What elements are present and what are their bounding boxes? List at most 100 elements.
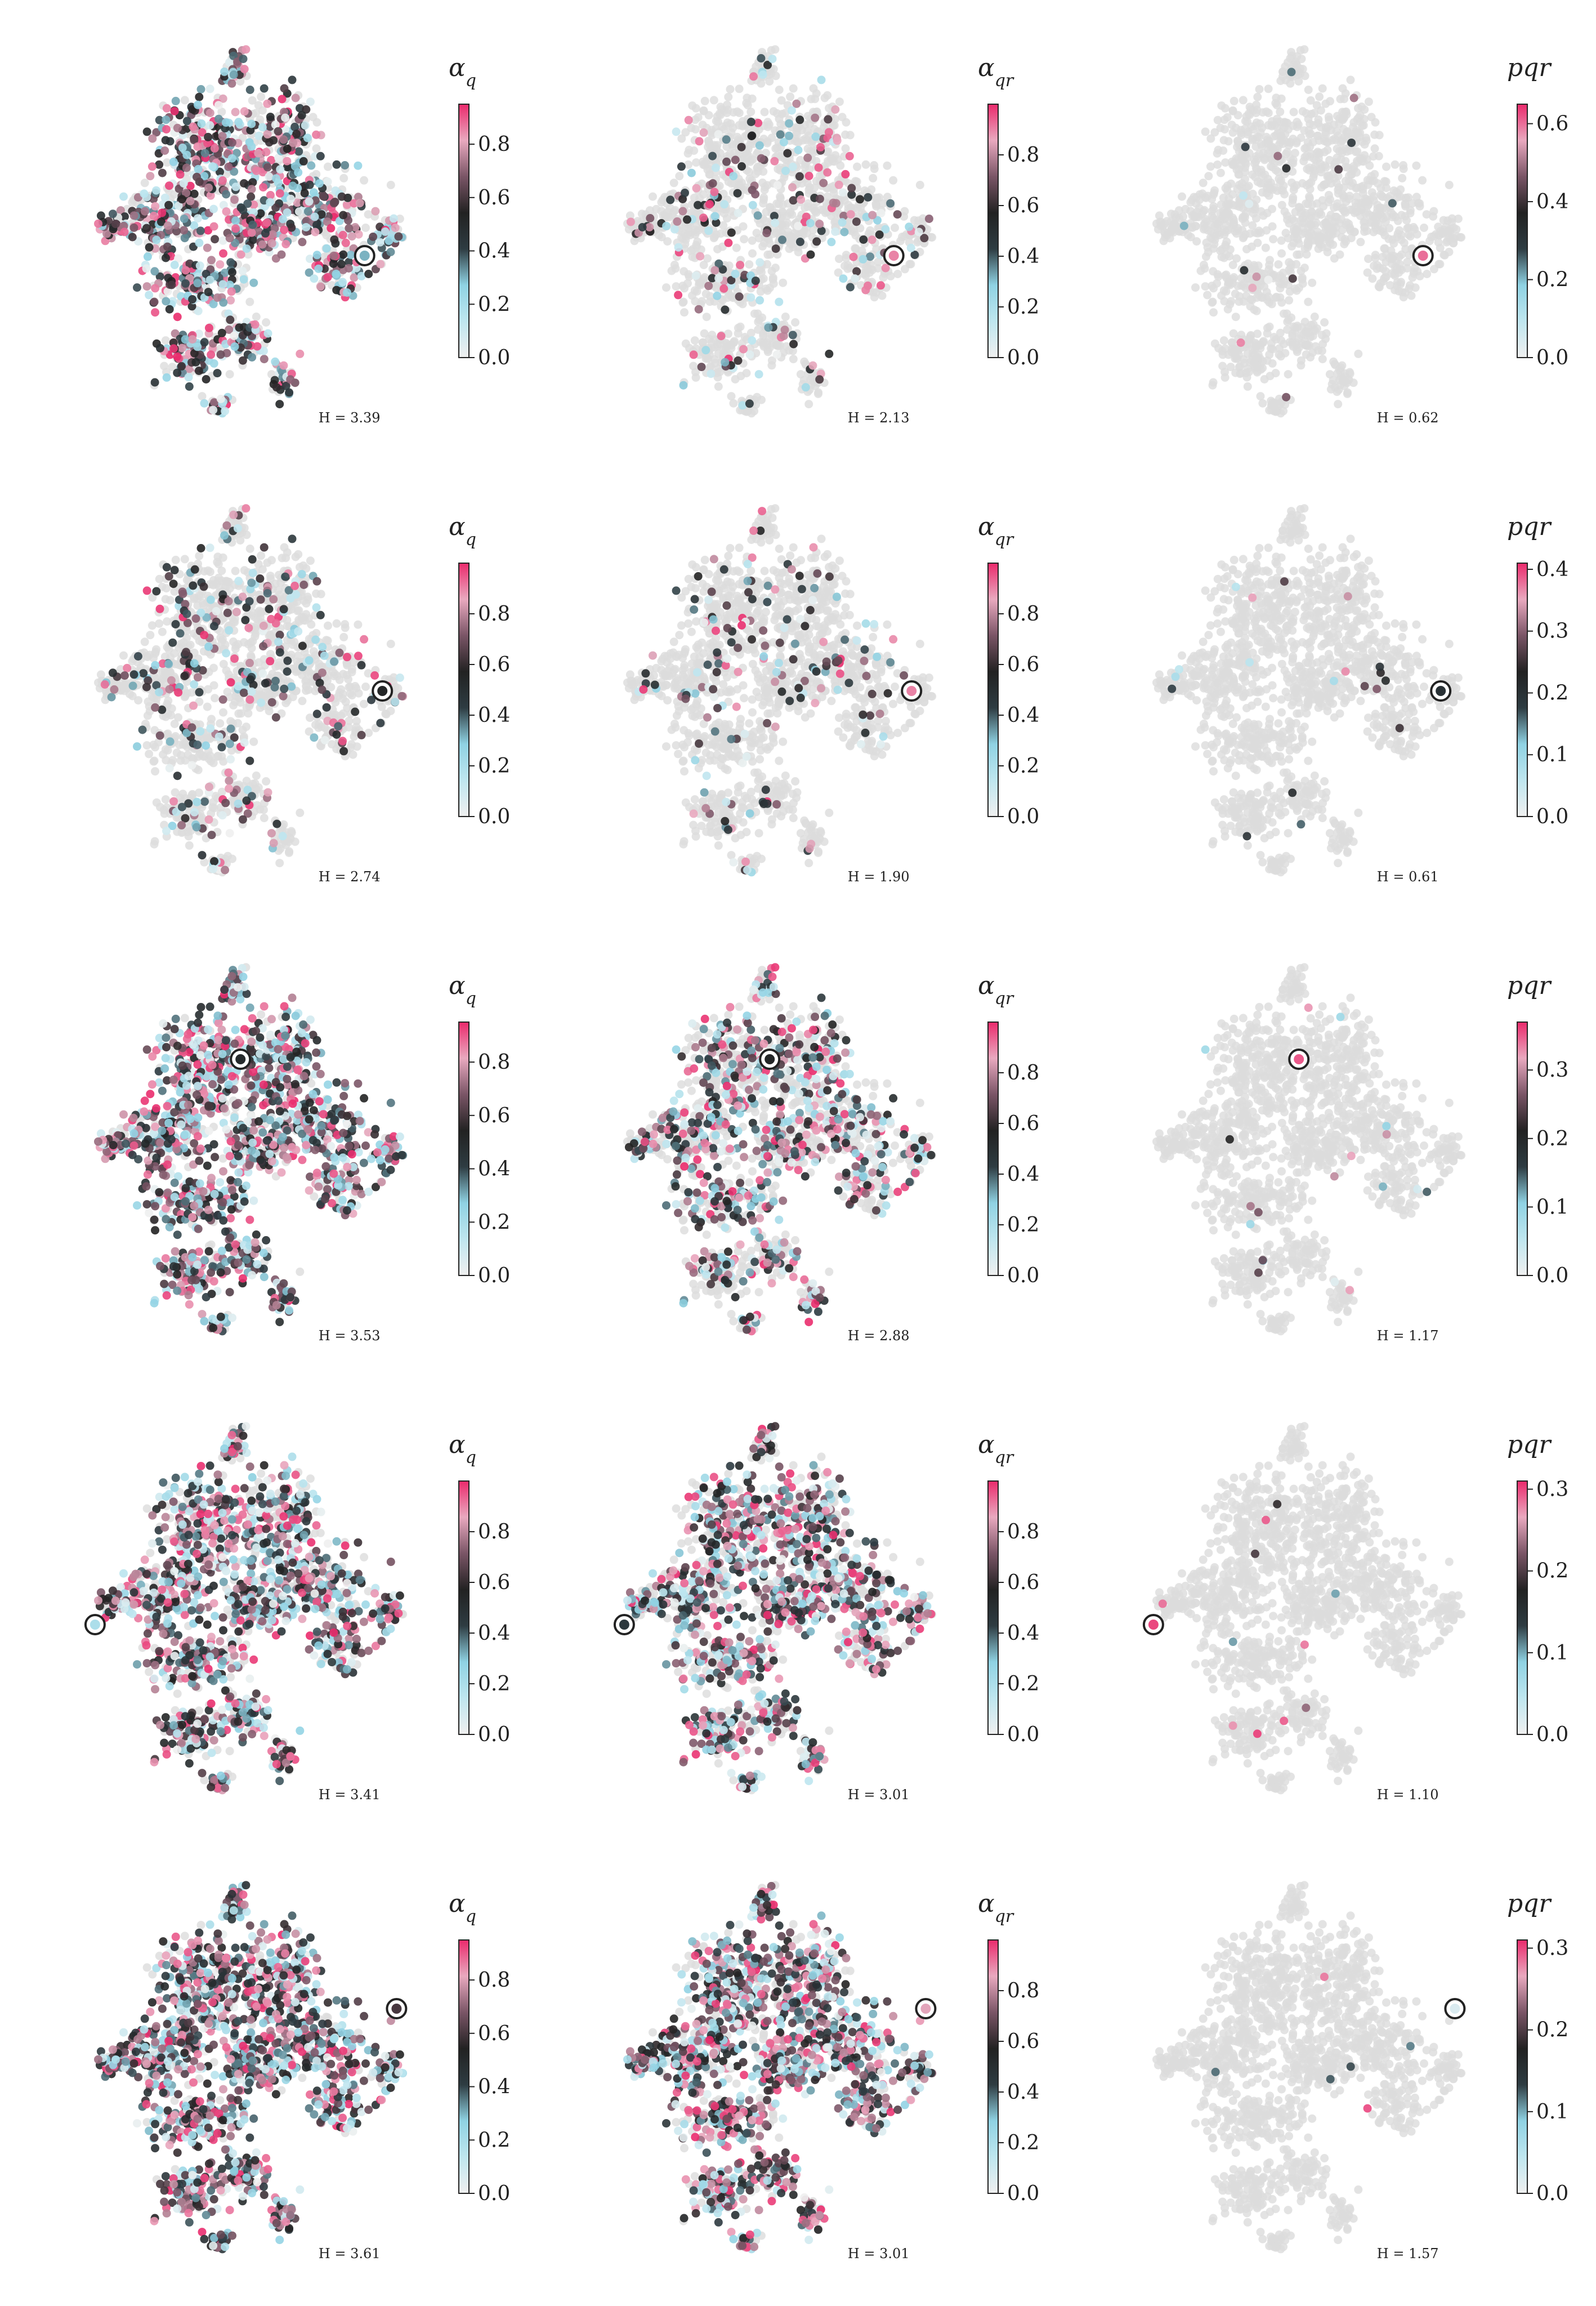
coloured-point [171,261,179,269]
coloured-point [218,132,227,140]
background-point [1311,167,1319,175]
background-point [248,96,257,105]
background-point [206,568,214,576]
background-point [730,338,738,346]
background-point [1318,355,1327,363]
coloured-point [180,179,188,188]
coloured-point [345,264,353,273]
background-point [1338,135,1346,144]
background-point [679,298,688,306]
coloured-point [169,158,178,166]
coloured-point [197,119,205,128]
background-point [1209,381,1217,390]
coloured-point [292,94,300,102]
coloured-point [376,260,385,269]
background-point [1352,148,1360,156]
background-point [1307,96,1315,105]
background-point [152,645,160,654]
background-point [1269,235,1277,243]
coloured-point [721,306,729,314]
background-point [1263,324,1272,332]
coloured-point [194,101,202,109]
coloured-point [227,79,236,88]
coloured-point [394,233,403,241]
background-point [1356,238,1365,246]
coloured-point [206,109,214,117]
coloured-point [710,188,719,196]
coloured-point [789,331,797,339]
background-point [1252,101,1260,109]
background-point [1232,124,1240,132]
background-point [1255,226,1263,235]
background-point [1268,222,1277,231]
coloured-point [722,158,731,166]
coloured-point [700,128,708,137]
coloured-point [727,229,736,237]
coloured-point [354,162,362,170]
coloured-point [338,278,347,286]
coloured-point [142,224,151,233]
background-point [690,146,698,155]
background-point [1259,149,1268,158]
background-point [119,652,128,660]
coloured-point [248,221,257,229]
background-point [1401,288,1410,297]
background-point [658,233,666,242]
coloured-point [747,118,755,126]
coloured-point [722,135,731,144]
background-point [1369,228,1378,237]
background-point [1414,199,1423,207]
coloured-point [705,200,714,208]
coloured-point [258,123,267,132]
background-point [786,92,794,101]
colorbar-tick-label: 0.0 [478,346,510,369]
background-point [1235,203,1244,211]
background-point [1201,127,1210,136]
background-point [1300,45,1308,53]
coloured-point [306,181,314,189]
coloured-point [146,172,154,180]
background-point [1320,318,1329,327]
coloured-point [249,279,258,287]
colorbar-title: pqr [1507,53,1552,82]
coloured-point [263,100,271,108]
background-point [1278,68,1287,76]
background-point [756,219,765,228]
coloured-point [195,239,203,247]
background-point [1423,270,1431,278]
coloured-point [230,332,238,340]
coloured-point [214,115,223,123]
coloured-point [755,141,764,150]
background-point [181,555,189,563]
coloured-point [162,297,170,306]
background-point [1375,152,1383,160]
background-point [1412,162,1420,170]
coloured-point [833,136,842,145]
coloured-point [211,235,219,243]
background-point [213,552,222,561]
coloured-point [186,197,195,205]
background-point [1220,136,1228,145]
background-point [735,109,744,117]
coloured-point [231,216,240,225]
colorbar-tick-label: 0.6 [478,186,510,209]
background-point [862,160,870,169]
background-point [1317,183,1326,191]
coloured-point [859,235,868,244]
coloured-point [773,350,781,359]
background-point [753,163,762,171]
background-point [1274,260,1282,269]
background-point [1315,92,1324,101]
coloured-point [275,400,284,408]
background-point [1260,375,1269,383]
background-point [1259,338,1267,346]
background-point [1401,245,1410,253]
coloured-point [387,248,395,256]
coloured-point [182,164,191,172]
background-point [677,135,686,143]
coloured-point [188,335,196,344]
coloured-point [811,114,819,122]
coloured-point [148,135,157,143]
background-point [779,279,787,287]
background-point [835,97,844,106]
